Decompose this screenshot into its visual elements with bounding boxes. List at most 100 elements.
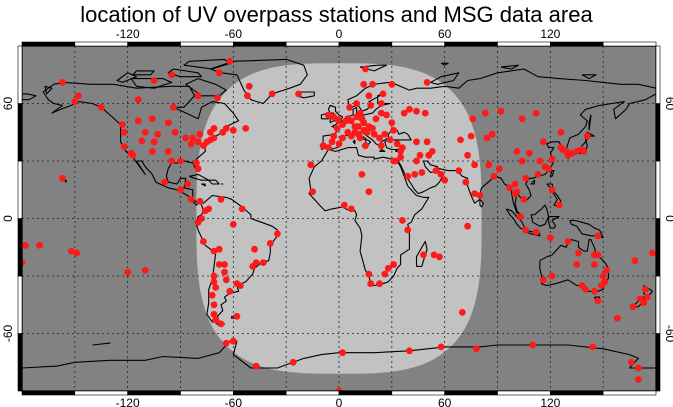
station-marker [413,157,420,165]
station-marker [187,140,195,148]
station-marker [518,115,526,123]
station-marker [129,151,137,159]
station-marker [214,94,221,102]
station-marker [67,247,75,255]
station-marker [469,115,477,123]
station-marker [360,126,368,134]
frame-segment-left [17,333,23,392]
tick-label-right: 0 [663,215,673,222]
tick-label-left: -60 [1,325,15,343]
station-marker [365,92,373,100]
station-marker [376,134,383,142]
station-marker [532,109,540,117]
station-marker [557,128,565,136]
station-marker [388,119,396,127]
station-marker [573,261,581,268]
station-marker [242,124,250,132]
coastline-29 [548,216,560,229]
station-marker [580,148,588,155]
coastline-14 [189,173,210,181]
station-marker [59,174,66,182]
frame-segment-bottom [444,390,498,396]
station-marker [594,251,602,259]
frame-segment-bottom [233,390,287,396]
axis-ticks: -120 -60 0 60 120 -120 -60 0 60 120 60 0 -60 60 0 -60 [1,27,673,407]
station-marker [73,249,80,257]
station-marker [353,100,360,107]
frame-segment-top [233,41,287,47]
station-marker [495,165,503,173]
station-marker [229,126,237,134]
frame-segment-top [180,41,234,47]
station-marker [215,245,223,253]
station-marker [377,142,385,150]
coastline-7 [210,58,308,105]
station-marker [471,190,478,198]
frame-segment-bottom [21,390,76,396]
coastline-32 [530,179,536,185]
station-marker [22,241,29,249]
station-marker [548,272,556,280]
station-marker [643,293,651,301]
station-marker [413,138,420,146]
station-marker [458,309,466,316]
station-marker [399,217,406,224]
station-marker [381,130,389,138]
station-marker [124,268,132,276]
station-marker [344,128,352,136]
station-marker [238,205,246,213]
station-marker [539,138,547,146]
station-marker [189,134,197,142]
station-marker [635,376,642,383]
frame-segment-bottom [74,390,128,396]
station-marker [215,69,223,77]
station-marker [367,280,375,288]
coastline-15 [208,179,220,185]
station-marker [245,82,253,90]
station-marker [432,167,440,175]
coastline-45 [352,139,356,145]
station-marker [212,284,220,291]
station-marker [210,124,218,132]
station-marker [134,96,142,104]
station-marker [423,138,431,146]
station-marker [370,130,378,138]
station-marker [59,79,66,86]
station-marker [333,124,341,132]
station-marker [532,228,540,236]
station-marker [525,149,533,157]
station-marker [462,178,470,186]
coastline-28 [530,204,550,227]
station-marker [358,171,366,178]
station-marker [390,126,397,134]
station-marker [171,128,179,136]
station-marker [71,98,79,105]
station-marker [555,201,563,209]
station-marker [154,130,162,138]
station-marker [274,230,281,238]
station-marker [226,57,234,65]
station-marker [119,121,126,128]
station-marker [441,176,449,184]
station-marker [400,109,408,117]
station-marker [289,358,297,366]
station-marker [490,172,498,180]
station-marker [210,247,218,255]
coastline-3 [320,68,657,216]
station-marker [539,276,547,284]
station-marker [369,124,376,132]
coastline-34 [588,114,592,131]
station-marker [404,172,412,180]
station-marker [212,316,220,324]
station-marker [251,245,258,253]
coastline-10 [167,68,203,78]
station-marker [529,341,537,349]
frame-segment-bottom [391,390,445,396]
station-marker [221,268,228,276]
station-marker [631,257,639,265]
station-marker [226,287,234,295]
station-marker [339,349,346,357]
coastline-44 [92,342,111,346]
tick-label-top: 120 [540,27,560,41]
frame-segment-right [655,275,661,334]
